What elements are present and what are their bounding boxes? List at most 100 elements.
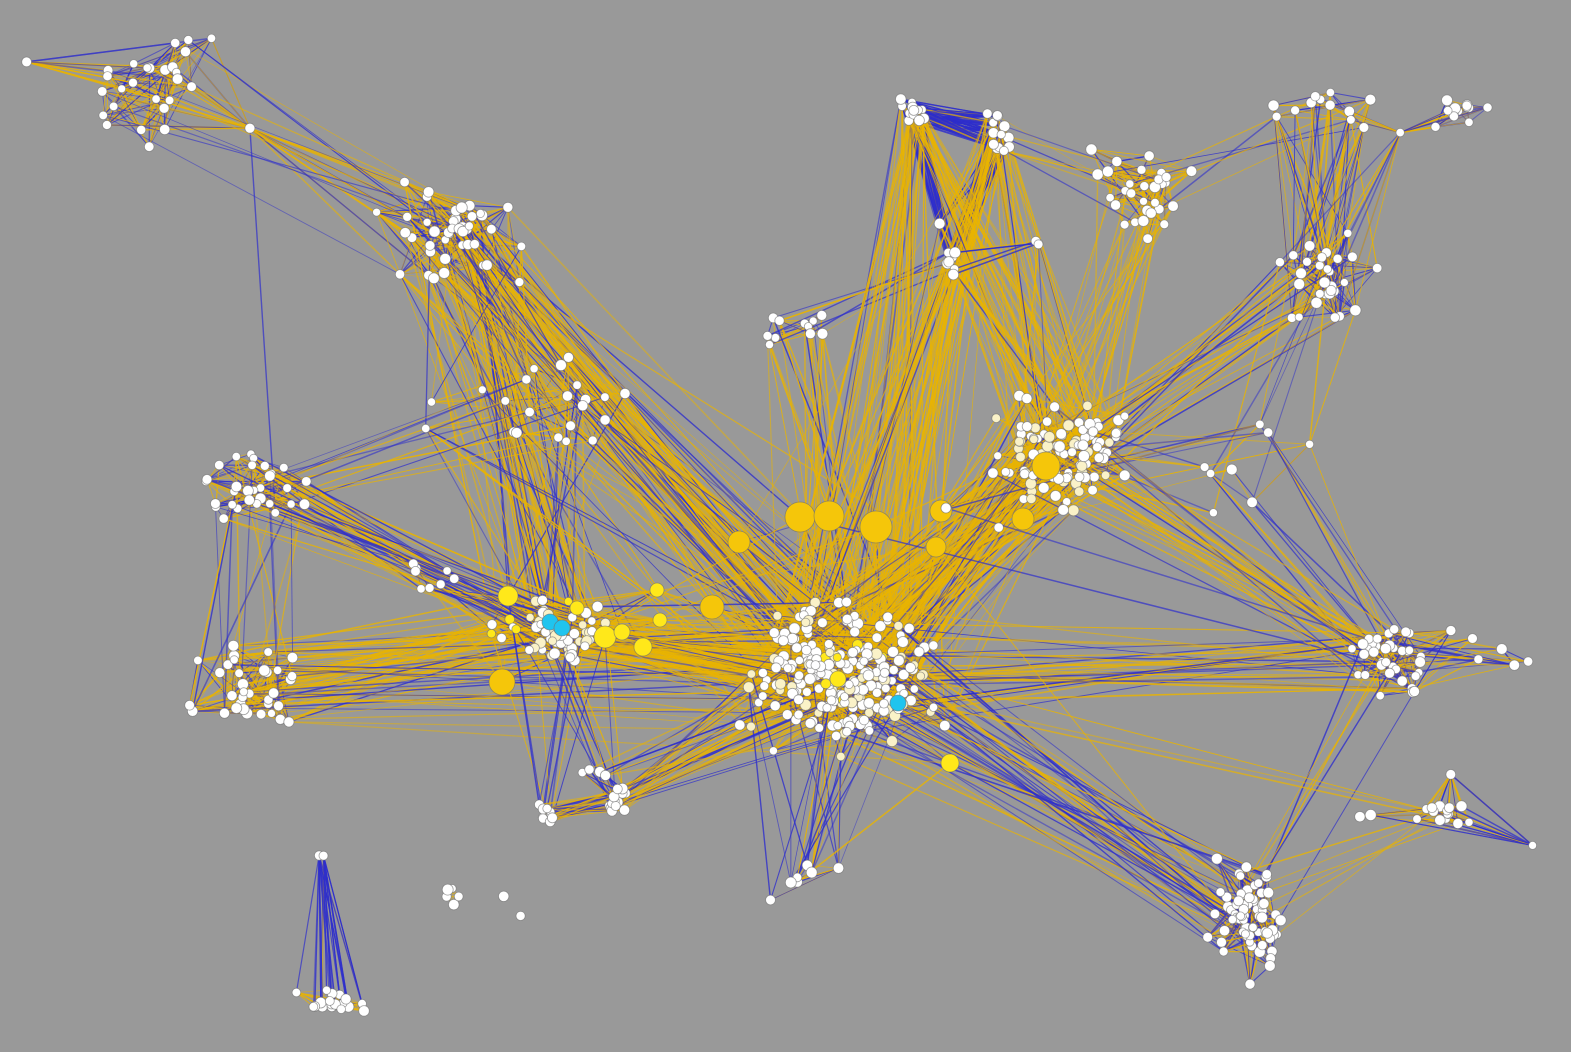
graph-edge bbox=[1354, 132, 1401, 311]
graph-edge bbox=[1115, 161, 1118, 206]
graph-edge bbox=[113, 105, 460, 230]
graph-edge bbox=[769, 333, 811, 345]
graph-edge bbox=[231, 659, 235, 696]
graph-edge bbox=[1259, 255, 1294, 425]
graph-edge bbox=[468, 225, 537, 629]
graph-edge bbox=[444, 239, 816, 666]
graph-edge bbox=[996, 148, 1032, 499]
graph-edge bbox=[490, 228, 587, 400]
graph-edge bbox=[26, 61, 170, 101]
graph-edge bbox=[249, 127, 481, 215]
graph-edge bbox=[469, 205, 562, 366]
graph-edge bbox=[444, 258, 483, 390]
graph-edge bbox=[1158, 116, 1278, 210]
graph-edge bbox=[480, 213, 839, 663]
graph-edge bbox=[269, 395, 568, 505]
graph-edge bbox=[1399, 110, 1449, 134]
graph-edge bbox=[948, 261, 1084, 431]
graph-edge bbox=[103, 108, 165, 116]
graph-edge bbox=[992, 122, 1117, 434]
graph-edge bbox=[146, 37, 212, 69]
graph-edge bbox=[113, 106, 150, 148]
graph-edge bbox=[461, 207, 536, 649]
graph-edge bbox=[1326, 132, 1401, 253]
graph-edge bbox=[953, 242, 1040, 276]
graph-edge bbox=[576, 384, 809, 621]
graph-edge bbox=[121, 88, 251, 129]
graph-edge bbox=[428, 191, 508, 208]
graph-edge bbox=[1210, 473, 1253, 503]
graph-edge bbox=[249, 127, 428, 198]
graph-edge bbox=[269, 411, 530, 477]
graph-edge bbox=[1330, 132, 1401, 294]
graph-edge bbox=[462, 227, 789, 669]
graph-edge bbox=[1129, 116, 1277, 185]
graph-edge bbox=[986, 113, 1107, 476]
graph-edge bbox=[26, 37, 212, 63]
graph-edge bbox=[1077, 184, 1163, 446]
graph-edge bbox=[474, 244, 553, 642]
graph-edge bbox=[804, 98, 902, 623]
graph-edge bbox=[107, 69, 483, 216]
graph-edge bbox=[597, 606, 661, 621]
graph-edge bbox=[1251, 443, 1310, 503]
graph-edge bbox=[1091, 149, 1150, 157]
graph-edge bbox=[766, 107, 914, 681]
graph-edge bbox=[1068, 224, 1126, 426]
graph-edge bbox=[1040, 161, 1118, 467]
graph-edge bbox=[900, 98, 999, 117]
graph-edge bbox=[808, 113, 988, 621]
graph-edge bbox=[1212, 262, 1281, 513]
graph-edge bbox=[121, 88, 166, 130]
graph-edge bbox=[1308, 105, 1331, 246]
graph-edge bbox=[1299, 309, 1356, 318]
graph-edge bbox=[197, 660, 233, 697]
graph-edge bbox=[1038, 243, 1098, 448]
graph-edge bbox=[1400, 126, 1436, 134]
graph-edge bbox=[1292, 110, 1296, 256]
graph-edge bbox=[106, 86, 192, 126]
graph-edge bbox=[231, 456, 237, 505]
graph-edge bbox=[113, 82, 134, 107]
graph-edge bbox=[249, 127, 401, 275]
graph-edge bbox=[770, 867, 839, 901]
graph-edge bbox=[132, 82, 251, 129]
graph-edge bbox=[1357, 631, 1407, 676]
graph-edge bbox=[1316, 111, 1350, 303]
graph-edge bbox=[1105, 201, 1144, 476]
graph-edge bbox=[26, 61, 148, 69]
graph-edge bbox=[26, 61, 178, 80]
graph-edge bbox=[779, 262, 948, 322]
graph-edge bbox=[249, 127, 464, 232]
graph-edge bbox=[444, 258, 584, 407]
graph-edge bbox=[102, 90, 251, 129]
graph-edge bbox=[1047, 202, 1156, 457]
graph-edge bbox=[923, 117, 1056, 408]
graph-edge bbox=[491, 229, 518, 433]
graph-edge bbox=[996, 147, 1132, 195]
graph-edge bbox=[185, 51, 251, 129]
graph-edge bbox=[206, 457, 254, 480]
graph-edge bbox=[26, 61, 134, 84]
graph-edge bbox=[1141, 169, 1192, 172]
graph-edge bbox=[773, 262, 948, 319]
graph-edge bbox=[376, 196, 428, 213]
graph-edge bbox=[249, 651, 269, 694]
graph-edge bbox=[955, 242, 1039, 254]
graph-edge bbox=[1003, 150, 1163, 185]
graph-edge bbox=[521, 246, 530, 413]
graph-edge bbox=[448, 232, 530, 413]
graph-edge bbox=[256, 437, 559, 505]
graph-edge bbox=[885, 115, 998, 689]
graph-edge bbox=[997, 115, 1126, 192]
graph-edge bbox=[948, 240, 1036, 254]
graph-edge bbox=[1347, 233, 1356, 311]
graph-edge bbox=[566, 395, 584, 625]
graph-edge bbox=[1033, 241, 1037, 439]
graph-edge bbox=[461, 227, 584, 406]
graph-edge bbox=[1292, 99, 1371, 256]
graph-edge bbox=[169, 99, 470, 227]
graph-edge bbox=[1018, 223, 1165, 442]
